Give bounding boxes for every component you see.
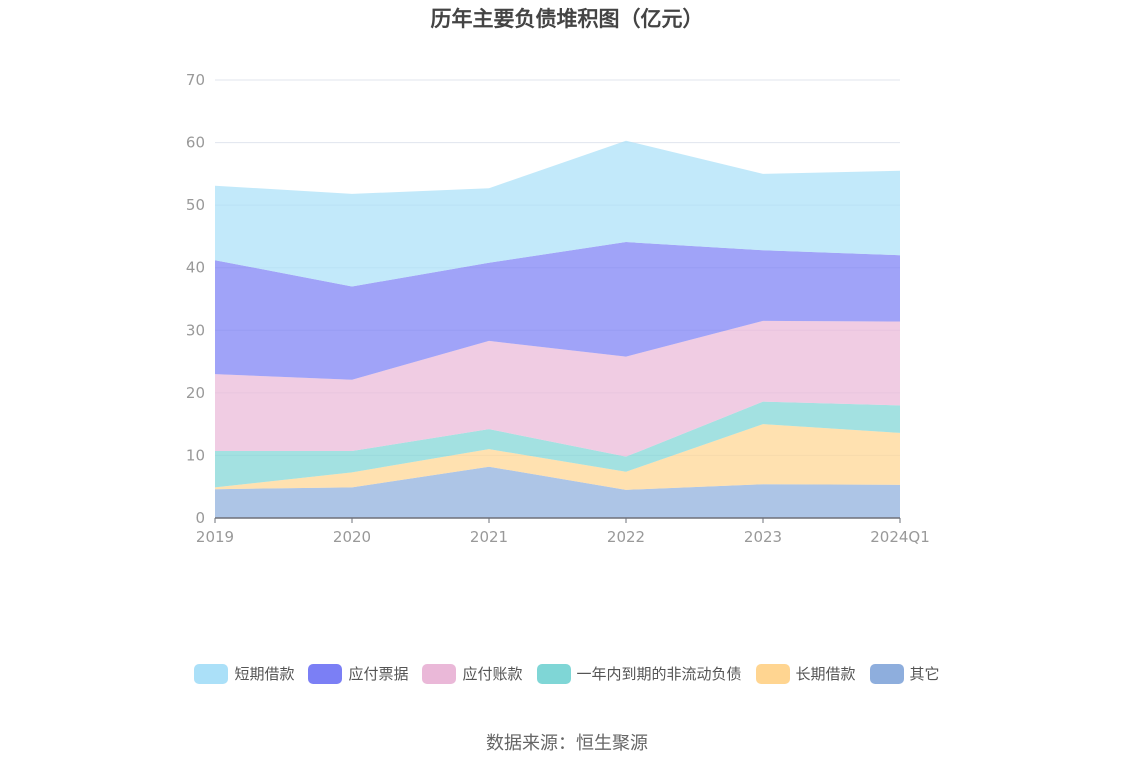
area-短期借款: [215, 140, 900, 287]
y-tick-label: 0: [195, 509, 205, 527]
legend-label: 长期借款: [795, 665, 856, 683]
y-tick-label: 40: [186, 259, 205, 277]
legend-swatch: [422, 663, 457, 684]
legend-swatch: [869, 663, 904, 684]
x-tick-label: 2019: [196, 528, 234, 546]
legend-swatch: [755, 663, 790, 684]
legend-label: 一年内到期的非流动负债: [576, 665, 742, 683]
legend-item[interactable]: 应付票据: [308, 663, 408, 684]
y-tick-label: 20: [186, 384, 205, 402]
area-应付账款: [215, 320, 900, 457]
x-tick-label: 2021: [470, 528, 508, 546]
legend-label: 短期借款: [234, 665, 295, 683]
legend-swatch: [194, 663, 229, 684]
x-tick-label: 2023: [744, 528, 782, 546]
legend-item[interactable]: 应付账款: [422, 663, 523, 684]
area-长期借款: [215, 424, 900, 490]
y-tick-label: 10: [186, 446, 205, 464]
area-series: [215, 140, 900, 518]
y-tick-label: 70: [186, 71, 205, 89]
chart-title: 历年主要负债堆积图（亿元）: [430, 7, 704, 31]
legend-swatch: [308, 663, 343, 684]
x-tick-label: 2024Q1: [870, 528, 930, 546]
area-应付票据: [215, 242, 900, 380]
area-其它: [215, 466, 900, 518]
data-source: 数据来源：恒生聚源: [486, 733, 648, 754]
legend-swatch: [536, 663, 571, 684]
legend-item[interactable]: 其它: [869, 663, 940, 684]
x-tick-label: 2022: [607, 528, 645, 546]
legend-item[interactable]: 短期借款: [194, 663, 294, 684]
y-tick-label: 30: [186, 321, 205, 339]
area-一年内到期的非流动负债: [215, 401, 900, 488]
y-tick-label: 50: [186, 196, 205, 214]
legend-label: 其它: [909, 665, 940, 683]
legend-label: 应付票据: [348, 665, 409, 683]
axes: 0 10 20 30 40 50 60 70 2019 2020 2021 2022 2023 2024Q…: [186, 71, 930, 546]
y-tick-label: 60: [186, 134, 205, 152]
legend-item[interactable]: 长期借款: [755, 663, 856, 684]
x-tick-label: 2020: [333, 528, 371, 546]
legend-label: 应付账款: [462, 665, 523, 683]
legend: 短期借款 应付票据 应付账款 一年内到期的非流动负债 长期借款 其它: [0, 663, 1134, 684]
legend-item[interactable]: 一年内到期的非流动负债: [536, 663, 742, 684]
